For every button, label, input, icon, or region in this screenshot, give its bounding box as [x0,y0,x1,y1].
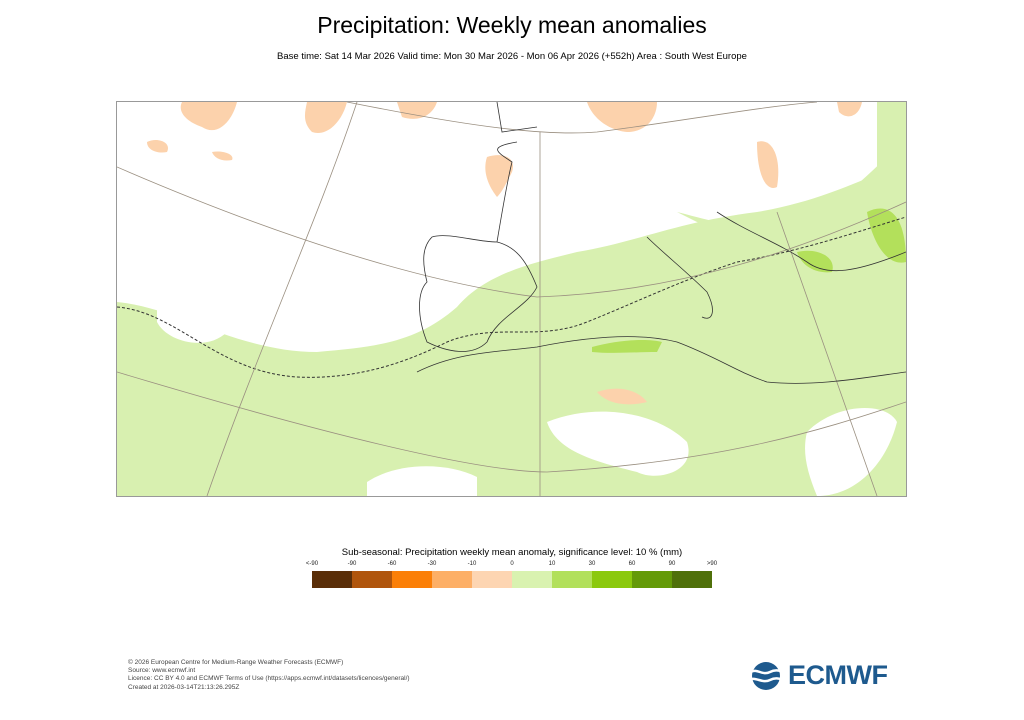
chart-subtitle: Base time: Sat 14 Mar 2026 Valid time: M… [277,51,747,62]
legend-swatch [512,571,552,588]
negative-anomaly-patch [837,102,862,117]
source-text: Source: www.ecmwf.int [128,667,196,675]
north-africa-coast [416,336,907,384]
licence-text: Licence: CC BY 4.0 and ECMWF Terms of Us… [128,675,410,683]
ecmwf-globe-icon [748,661,784,690]
legend-swatch [672,571,712,588]
negative-anomaly-patch [212,151,233,161]
graticule [116,101,907,497]
legend-title: Sub-seasonal: Precipitation weekly mean … [341,547,683,558]
legend-label: 60 [628,561,636,567]
legend-swatch [352,571,392,588]
legend-label: >90 [706,561,718,567]
france-coast [496,141,518,243]
italy-coast [646,236,713,319]
legend-label: <-90 [305,561,319,567]
ecmwf-logo-text: ECMWF [788,660,888,690]
negative-anomaly-patch [485,155,513,197]
neutral-patch [367,466,477,496]
negative-anomaly-patch [587,102,657,132]
chart-title: Precipitation: Weekly mean anomalies [317,12,707,38]
significance-contour [116,216,907,378]
legend-swatch [472,571,512,588]
negative-anomaly-patch [397,102,437,119]
coastlines [416,101,907,384]
footer: © 2026 European Centre for Medium-Range … [128,659,410,692]
positive-anomaly-area [117,162,906,496]
legend-label: -60 [387,561,397,567]
neutral-patch [157,289,229,343]
legend-swatch [432,571,472,588]
legend-label: -10 [467,561,477,567]
legend-swatch [392,571,432,588]
legend-swatch [552,571,592,588]
strong-positive-patch [592,339,662,353]
neutral-patch [547,411,689,476]
ecmwf-logo: ECMWF [748,660,888,691]
legend-swatch [312,571,352,588]
iberia-coast [419,235,538,352]
negative-anomaly-patch [597,388,647,405]
strong-positive-patch [867,208,906,263]
uk-coast [496,101,538,133]
legend-label: 0 [510,561,514,567]
created-text: Created at 2026-03-14T21:13:26.295Z [128,683,240,691]
negative-anomaly-patch [180,102,237,131]
legend-colorbar [312,571,712,588]
copyright-text: © 2026 European Centre for Medium-Range … [128,659,344,666]
legend-label: -30 [427,561,437,567]
legend-label: 90 [668,561,676,567]
neutral-patch [805,408,897,496]
legend-label: 10 [548,561,556,567]
positive-anomaly-area-east [877,102,906,172]
negative-anomaly-patch [304,102,347,133]
anomaly-map [116,101,907,497]
negative-anomaly-patch [757,141,779,188]
balkan-coast [716,211,907,272]
legend-swatch [592,571,632,588]
legend-swatch [632,571,672,588]
strong-positive-patch [797,250,833,273]
legend-label: 30 [588,561,596,567]
positive-anomaly-area-north [677,142,906,252]
map-canvas [116,101,907,497]
legend-labels: <-90 -90 -60 -30 -10 0 10 30 60 90 >90 [306,561,717,571]
negative-anomaly-patch [147,140,168,153]
legend-label: -90 [347,561,357,567]
